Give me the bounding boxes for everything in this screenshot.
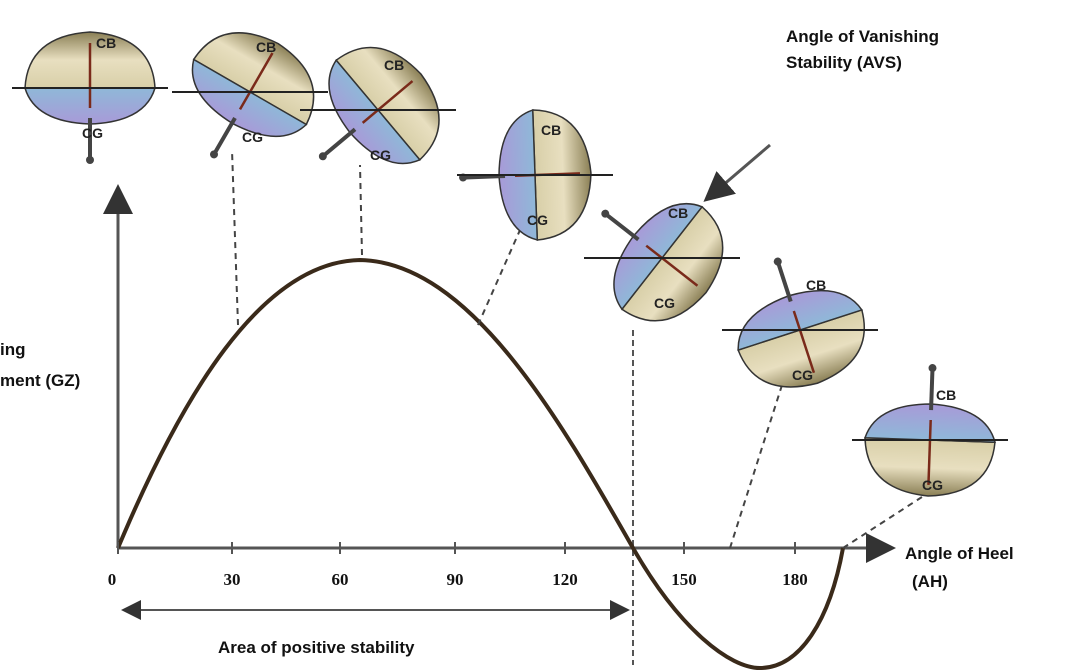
cg-label: CG <box>922 477 943 493</box>
keel <box>931 370 932 410</box>
keel <box>215 118 235 153</box>
gz-label: ing <box>0 340 26 359</box>
x-tick-label: 0 <box>108 570 117 589</box>
keel <box>778 263 790 301</box>
keel <box>465 176 505 177</box>
cg-label: CG <box>370 147 391 163</box>
cg-label: CG <box>792 367 813 383</box>
x-tick-label: 120 <box>552 570 578 589</box>
cg-label: CG <box>242 129 263 145</box>
gz-label: ment (GZ) <box>0 371 80 390</box>
avs-label: Angle of Vanishing <box>786 27 939 46</box>
boat: CB CG <box>156 11 335 190</box>
cb-label: CB <box>668 205 688 221</box>
boat: CB CG <box>715 238 879 404</box>
cg-label: CG <box>654 295 675 311</box>
boat: CB CG <box>852 362 1008 498</box>
avs-arrow <box>708 145 770 198</box>
keel <box>607 215 639 240</box>
boat: CB CG <box>12 32 168 164</box>
cg-label: CG <box>82 125 103 141</box>
hull <box>25 32 155 164</box>
x-tick-label: 60 <box>332 570 349 589</box>
cb-label: CB <box>806 277 826 293</box>
cb-label: CB <box>256 39 276 55</box>
keel-bulb <box>928 364 936 372</box>
cb-label: CB <box>384 57 404 73</box>
area-label: Area of positive stability <box>218 638 415 657</box>
keel-bulb <box>773 256 783 266</box>
heel-label: Angle of Heel <box>905 544 1014 563</box>
avs-label: Stability (AVS) <box>786 53 902 72</box>
cg-label: CG <box>527 212 548 228</box>
boat: CB CG <box>457 108 613 243</box>
x-tick-label: 30 <box>224 570 241 589</box>
keel-bulb <box>86 156 94 164</box>
hull <box>156 11 335 190</box>
cb-label: CB <box>541 122 561 138</box>
cb-label: CB <box>936 387 956 403</box>
x-tick-label: 180 <box>782 570 808 589</box>
heel-label: (AH) <box>912 572 948 591</box>
cb-label: CB <box>96 35 116 51</box>
x-tick-label: 90 <box>447 570 464 589</box>
stability-diagram: Angle of Vanishing Stability (AVS) ing m… <box>0 0 1074 671</box>
x-tick-label: 150 <box>671 570 697 589</box>
keel <box>324 129 355 155</box>
